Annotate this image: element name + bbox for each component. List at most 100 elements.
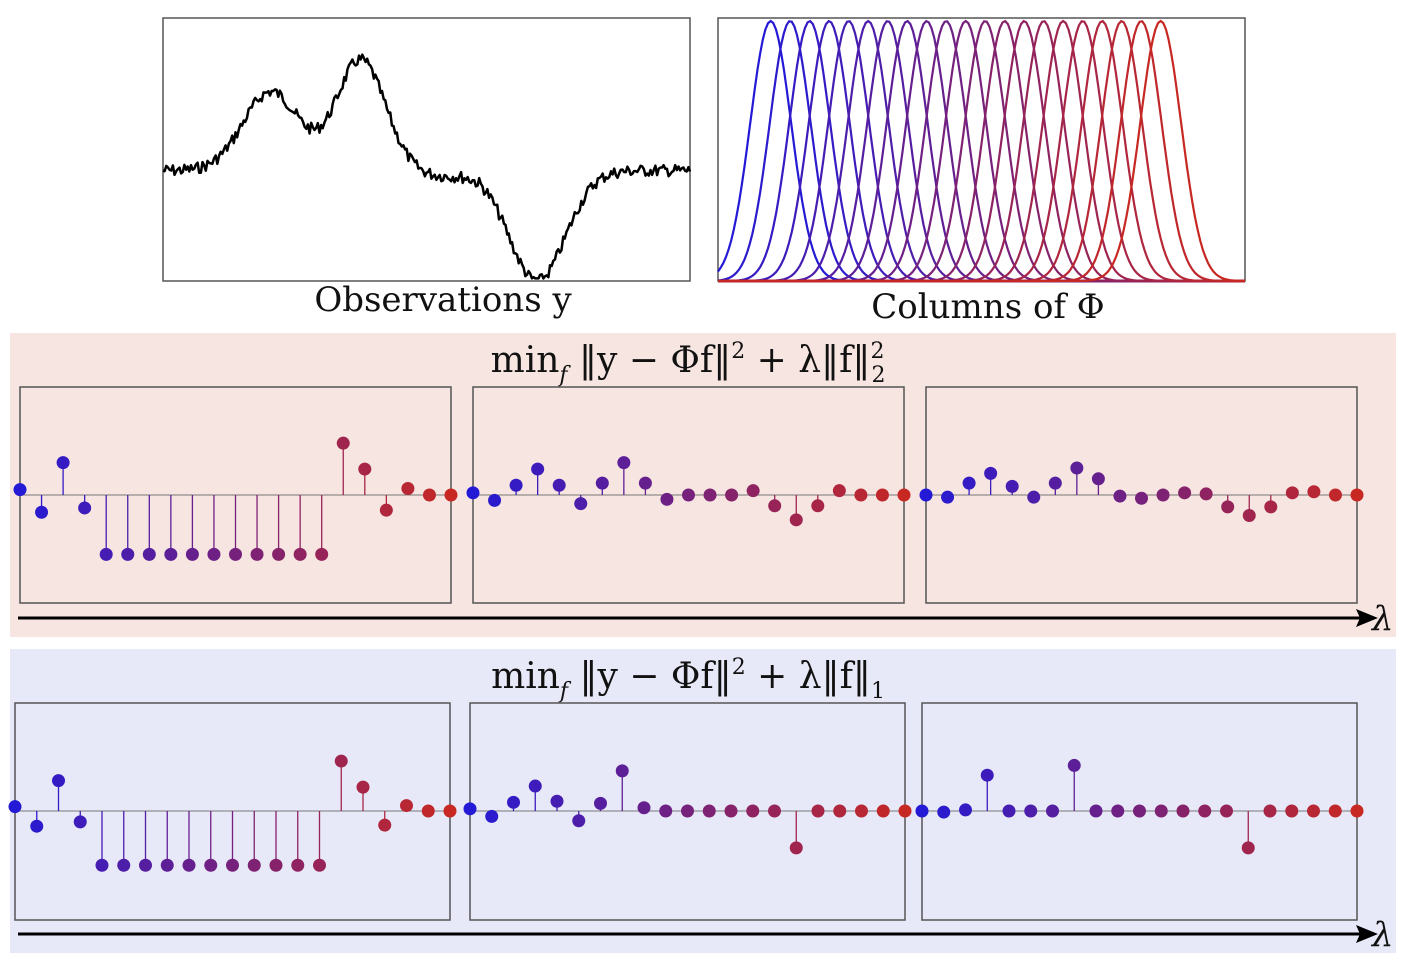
- l1-formula-sup: 2: [732, 655, 746, 680]
- stem-marker: [185, 547, 199, 561]
- stem-marker: [1350, 804, 1364, 818]
- stem-marker: [1350, 488, 1364, 502]
- stem-marker: [1154, 804, 1168, 818]
- stem-marker: [507, 795, 520, 809]
- stem-marker: [95, 858, 109, 872]
- l1-stem-panels: [8, 702, 1364, 921]
- stem-marker: [919, 488, 933, 502]
- stem-marker: [702, 804, 716, 818]
- stem-marker: [139, 858, 152, 872]
- stem-marker: [13, 483, 27, 497]
- stem-marker: [725, 488, 739, 502]
- stem-marker: [595, 476, 609, 490]
- l2-band: minf ‖y − Φf‖2 + λ‖f‖2 2 λ: [10, 333, 1396, 639]
- stem-marker: [1135, 491, 1148, 505]
- l2-band-background: [10, 333, 1396, 637]
- stem-marker: [724, 804, 738, 818]
- stem-marker: [204, 858, 218, 872]
- stem-marker: [746, 804, 760, 818]
- stem-marker: [229, 547, 242, 561]
- stem-marker: [962, 476, 976, 490]
- stem-marker: [1024, 804, 1038, 818]
- l1-formula-tail-sub: 1: [871, 679, 885, 704]
- observations-panel: Observations y: [162, 17, 692, 320]
- stem-marker: [78, 501, 92, 515]
- stem-marker: [8, 800, 22, 814]
- stem-marker: [681, 804, 694, 818]
- stem-marker: [637, 801, 651, 815]
- stem-marker: [400, 799, 413, 813]
- l1-lambda-label: λ: [1370, 915, 1394, 955]
- stem-marker: [1133, 804, 1146, 818]
- observations-signal: [162, 53, 692, 280]
- basis-column-curve: [718, 19, 1245, 283]
- stem-marker: [334, 754, 348, 768]
- stem-marker: [1027, 490, 1041, 504]
- stem-marker: [142, 547, 156, 561]
- stem-marker: [615, 764, 629, 778]
- stem-marker: [160, 858, 174, 872]
- observations-frame: [162, 17, 691, 282]
- stem-marker: [485, 809, 499, 823]
- stem-marker: [1285, 804, 1299, 818]
- stem-marker: [898, 804, 912, 818]
- l2-formula-min: min: [491, 340, 560, 381]
- stem-marker: [572, 814, 586, 828]
- stem-marker: [291, 858, 305, 872]
- stem-marker: [897, 488, 911, 502]
- stem-marker: [73, 815, 87, 829]
- stem-marker: [1113, 489, 1127, 503]
- stem-marker: [959, 803, 972, 817]
- stem-marker: [1002, 804, 1016, 818]
- stem-marker: [1048, 476, 1062, 490]
- l1-formula: minf ‖y − Φf‖2 + λ‖f‖1: [491, 655, 885, 704]
- basis-columns: [717, 19, 1245, 283]
- stem-marker: [272, 547, 286, 561]
- stem-marker: [594, 796, 607, 810]
- stem-marker: [293, 547, 307, 561]
- stem-marker: [121, 547, 135, 561]
- stem-marker: [855, 804, 868, 818]
- columns-panel: Columns of Φ: [717, 17, 1246, 327]
- stem-marker: [1307, 804, 1320, 818]
- stem-marker: [832, 484, 846, 498]
- l2-formula-tail-sub: 2: [871, 363, 885, 388]
- stem-marker: [811, 499, 825, 513]
- stem-marker: [250, 547, 264, 561]
- stem-marker: [422, 488, 436, 502]
- stem-marker: [1111, 804, 1125, 818]
- stem-marker: [164, 547, 178, 561]
- stem-marker: [941, 490, 955, 504]
- stem-marker: [811, 804, 825, 818]
- stem-marker: [1328, 804, 1342, 818]
- stem-marker: [207, 547, 221, 561]
- stem-marker: [421, 804, 435, 818]
- stem-marker: [1070, 461, 1084, 475]
- stem-marker: [1242, 509, 1256, 523]
- stem-marker: [378, 818, 392, 832]
- stem-marker: [528, 779, 542, 793]
- stem-marker: [99, 547, 113, 561]
- stem-marker: [488, 493, 502, 507]
- stem-marker: [1089, 804, 1103, 818]
- l1-band-background: [10, 649, 1396, 953]
- l1-lambda-arrowhead: [1356, 925, 1378, 943]
- l2-formula: minf ‖y − Φf‖2 + λ‖f‖2 2: [491, 339, 886, 388]
- stem-marker: [1285, 486, 1299, 500]
- stem-marker: [1198, 804, 1212, 818]
- stem-marker: [617, 456, 631, 470]
- stem-marker: [1328, 488, 1342, 502]
- l2-formula-rest: + λ‖f‖: [745, 340, 870, 381]
- stem-marker: [937, 805, 951, 819]
- stem-marker: [443, 804, 457, 818]
- l2-formula-sup: 2: [731, 339, 745, 364]
- stem-marker: [1176, 804, 1190, 818]
- stem-marker: [379, 503, 393, 517]
- stem-marker: [1178, 486, 1192, 500]
- stem-marker: [876, 804, 890, 818]
- stem-marker: [336, 436, 350, 450]
- stem-marker: [1264, 500, 1278, 514]
- l2-formula-tail-sup: 2: [870, 339, 884, 364]
- stem-marker: [117, 858, 131, 872]
